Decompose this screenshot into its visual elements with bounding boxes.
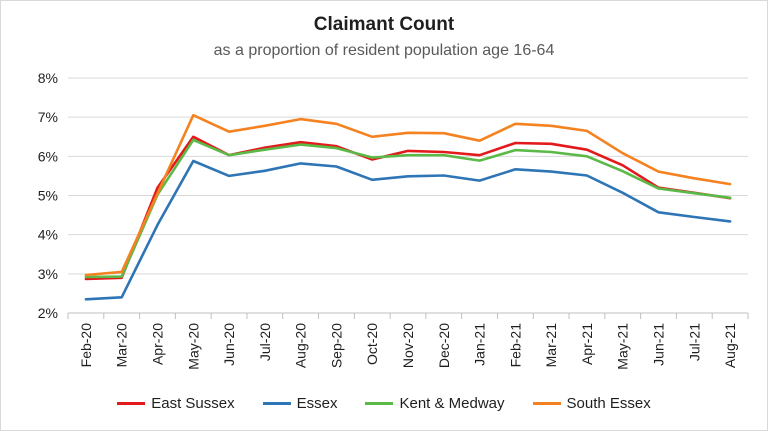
y-tick-label: 7%: [38, 109, 58, 125]
x-tick-label: Jun-20: [221, 323, 237, 366]
legend-item-kent-medway: Kent & Medway: [365, 395, 505, 412]
legend-item-essex: Essex: [262, 395, 338, 412]
x-tick-label: Jan-21: [472, 323, 488, 366]
y-tick-label: 2%: [38, 305, 58, 321]
legend-label-east-sussex: East Sussex: [151, 395, 235, 412]
x-tick-label: Nov-20: [400, 323, 416, 368]
x-tick-label: Mar-20: [114, 323, 130, 368]
series-line-essex: [84, 159, 732, 301]
y-tick-label: 8%: [38, 70, 58, 86]
x-tick-label: Apr-21: [579, 323, 595, 365]
x-tick-label: Oct-20: [364, 323, 380, 365]
x-tick-label: Apr-20: [149, 323, 165, 365]
x-tick-label: Feb-20: [78, 323, 94, 368]
legend-swatch-essex: [262, 402, 291, 405]
x-tick-label: Jun-21: [651, 323, 667, 366]
x-tick-label: Aug-21: [722, 323, 738, 368]
legend-swatch-kent-medway: [365, 402, 394, 405]
x-tick-label: May-20: [185, 323, 201, 370]
legend-swatch-south-essex: [532, 402, 561, 405]
chart-title: Claimant Count: [313, 14, 455, 35]
x-tick-label: Jul-21: [686, 323, 702, 361]
x-tick-label: Aug-20: [293, 323, 309, 368]
x-tick-label: Sep-20: [328, 323, 344, 368]
x-tick-label: Dec-20: [436, 323, 452, 368]
legend: East Sussex Essex Kent & Medway South Es…: [0, 395, 768, 412]
legend-swatch-east-sussex: [117, 402, 146, 405]
legend-label-kent-medway: Kent & Medway: [399, 395, 505, 412]
y-tick-label: 6%: [38, 148, 58, 164]
legend-item-east-sussex: East Sussex: [117, 395, 235, 412]
y-tick-label: 4%: [38, 227, 58, 243]
y-tick-label: 5%: [38, 188, 58, 204]
legend-item-south-essex: South Essex: [532, 395, 651, 412]
x-tick-label: May-21: [615, 323, 631, 370]
x-tick-label: Feb-21: [507, 323, 523, 368]
legend-label-essex: Essex: [296, 395, 338, 412]
series-line-kent-medway: [84, 138, 732, 279]
chart-subtitle: as a proportion of resident population a…: [213, 42, 555, 59]
series-line-south-essex: [84, 113, 732, 277]
x-tick-label: Mar-21: [543, 323, 559, 368]
y-tick-label: 3%: [38, 266, 58, 282]
legend-label-south-essex: South Essex: [566, 395, 651, 412]
series-line-east-sussex: [84, 135, 732, 281]
x-tick-label: Jul-20: [257, 323, 273, 361]
